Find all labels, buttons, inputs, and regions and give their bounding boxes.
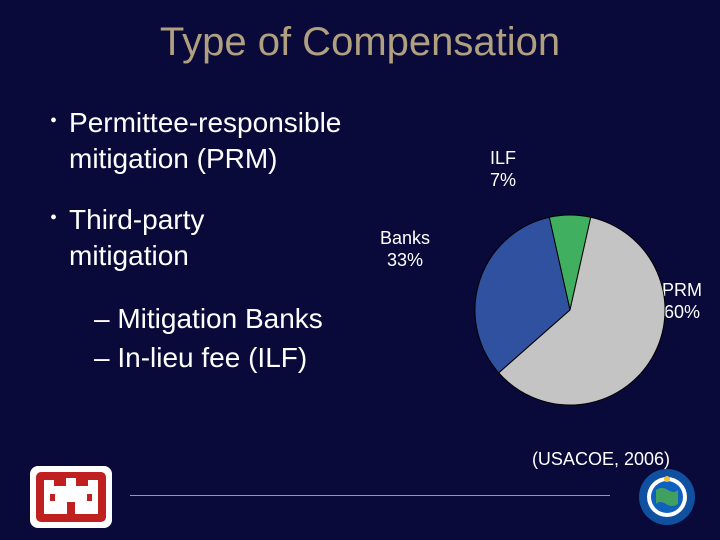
sub-bullet-banks: – Mitigation Banks xyxy=(94,299,341,338)
footer-divider xyxy=(130,495,610,496)
bullet-list: • Permittee-responsible mitigation (PRM)… xyxy=(50,105,341,377)
pie-label-pct: 7% xyxy=(490,170,516,190)
pie-label-text: ILF xyxy=(490,148,516,168)
pie-label-pct: 33% xyxy=(387,250,423,270)
bullet-text: Third-party mitigation xyxy=(69,202,204,275)
bullet-line: Third-party xyxy=(69,204,204,235)
bullet-item-prm: • Permittee-responsible mitigation (PRM) xyxy=(50,105,341,178)
pie-label-banks: Banks 33% xyxy=(380,228,430,271)
sub-bullet-ilf: – In-lieu fee (ILF) xyxy=(94,338,341,377)
bullet-line: mitigation xyxy=(69,240,189,271)
castle-icon xyxy=(30,466,112,528)
bullet-line: mitigation (PRM) xyxy=(69,143,277,174)
bullet-dot-icon: • xyxy=(50,202,57,234)
usace-castle-logo xyxy=(30,466,112,528)
bullet-item-third-party: • Third-party mitigation xyxy=(50,202,341,275)
pie-chart xyxy=(470,210,670,410)
pie-label-ilf: ILF 7% xyxy=(490,148,516,191)
pie-chart-container: ILF 7% Banks 33% PRM 60% xyxy=(420,180,700,440)
epa-seal-logo xyxy=(638,468,696,526)
bullet-dot-icon: • xyxy=(50,105,57,137)
pie-label-text: Banks xyxy=(380,228,430,248)
source-citation: (USACOE, 2006) xyxy=(532,449,670,470)
bullet-text: Permittee-responsible mitigation (PRM) xyxy=(69,105,341,178)
epa-seal-icon xyxy=(638,468,696,526)
slide-title: Type of Compensation xyxy=(0,0,720,65)
bullet-line: Permittee-responsible xyxy=(69,107,341,138)
